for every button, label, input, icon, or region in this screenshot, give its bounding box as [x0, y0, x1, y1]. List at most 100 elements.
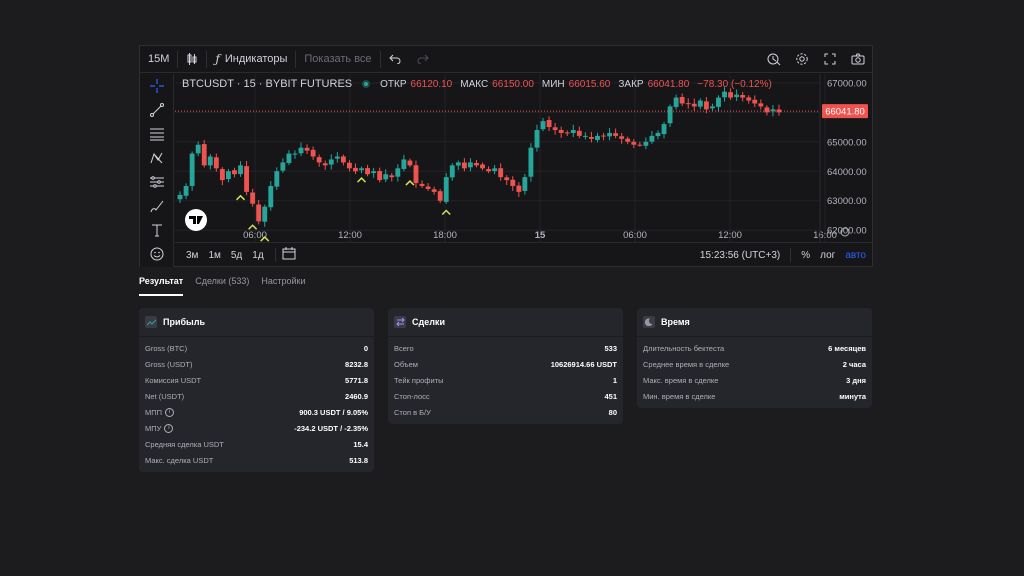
info-icon[interactable]: i	[165, 407, 175, 417]
camera-icon[interactable]	[844, 46, 872, 73]
axis-settings-icon	[840, 227, 850, 237]
stat-value: 5771.8	[345, 375, 368, 385]
candle	[455, 162, 461, 166]
redo-icon[interactable]	[409, 46, 437, 73]
candle	[661, 124, 667, 135]
indicators-button[interactable]: ƒ Индикаторы	[207, 46, 295, 73]
range-3m-button[interactable]: 3м	[186, 249, 199, 261]
stat-value: 0	[363, 343, 368, 353]
percent-toggle[interactable]: %	[801, 249, 811, 261]
stat-value: 6 месяцев	[828, 343, 866, 353]
show-all-button[interactable]: Показать все	[296, 46, 379, 73]
candle	[625, 138, 631, 142]
log-toggle[interactable]: лог	[820, 249, 836, 261]
candle	[716, 97, 721, 107]
stat-label: Макс. время в сделке	[643, 376, 718, 385]
profit-card: Прибыль Gross (BTC) 0 Gross (USDT) 8232.8 Ко…	[139, 308, 374, 472]
emoji-icon[interactable]	[140, 242, 174, 266]
crosshair-icon[interactable]	[140, 74, 174, 98]
info-icon[interactable]: i	[164, 423, 174, 433]
last-price-badge	[822, 104, 868, 119]
stat-row: Макс. сделка USDT 513.8	[145, 452, 368, 468]
trend-icon	[145, 316, 157, 328]
candle	[340, 156, 346, 163]
candle	[637, 144, 643, 146]
card-title: Прибыль	[163, 317, 205, 327]
stat-value: 2 часа	[842, 359, 866, 369]
candle	[589, 137, 594, 139]
card-body: Длительность бектеста 6 месяцев Среднее вр…	[637, 337, 872, 408]
x-tick-label: 15	[535, 230, 546, 241]
brush-icon[interactable]	[140, 194, 174, 218]
candle	[377, 171, 383, 181]
undo-icon[interactable]	[381, 46, 409, 73]
replay-icon[interactable]	[760, 46, 788, 73]
high-value: 66150.00	[492, 78, 534, 90]
range-1m-button[interactable]: 1м	[208, 249, 221, 261]
range-5d-button[interactable]: 5д	[230, 249, 243, 261]
tab-trades[interactable]: Сделки (533)	[195, 276, 250, 286]
stat-value: -234.2 USDT / -2.35%	[294, 423, 368, 433]
fullscreen-icon[interactable]	[816, 46, 844, 73]
candle	[722, 91, 727, 98]
buy-marker	[260, 235, 270, 242]
stat-value: 8232.8	[345, 359, 368, 369]
auto-toggle[interactable]: авто	[845, 249, 866, 261]
tab-settings[interactable]: Настройки	[261, 276, 306, 286]
prediction-icon[interactable]	[140, 170, 174, 194]
y-tick-label: 67000.00	[827, 78, 867, 89]
stat-row: Средняя сделка USDT 15.4	[145, 436, 368, 452]
stat-row: МПП i 900.3 USDT / 9.05%	[145, 404, 368, 420]
candle	[431, 189, 437, 192]
stat-label: Стоп-лосс	[394, 392, 430, 401]
y-tick-label: 63000.00	[827, 196, 867, 207]
chart-widget: 15M ƒ Индикаторы Показать все 67000.	[139, 45, 873, 267]
candle	[534, 130, 540, 148]
fib-icon[interactable]	[140, 122, 174, 146]
candle	[437, 191, 443, 201]
stat-row: Стоп-лосс 451	[394, 388, 617, 404]
range-1d-button[interactable]: 1д	[252, 249, 264, 261]
candle	[383, 174, 389, 180]
candles-icon[interactable]	[178, 46, 206, 73]
stat-label: Объем	[394, 360, 418, 369]
stat-label-text: Среднее время в сделке	[643, 359, 730, 369]
candle	[474, 162, 479, 166]
chart-bottom-bar: 3м 1м 5д 1д 15:23:56 (UTC+3) % лог авто	[175, 242, 872, 267]
candle	[667, 106, 673, 124]
show-all-label: Показать все	[304, 53, 372, 65]
candle	[734, 94, 740, 98]
clock-time[interactable]: 15:23:56 (UTC+3)	[699, 249, 781, 261]
candle	[195, 144, 201, 154]
settings-icon[interactable]	[788, 46, 816, 73]
candle	[395, 168, 401, 177]
candle	[256, 204, 262, 222]
price-chart[interactable]: 67000.0066000.0065000.0064000.0063000.00…	[175, 74, 872, 242]
candle	[613, 133, 619, 136]
high-label: МАКС	[460, 78, 489, 90]
card-header: Время	[637, 308, 872, 337]
candle	[226, 171, 231, 179]
stat-label: Тейк профиты	[394, 376, 443, 385]
pattern-icon[interactable]	[140, 146, 174, 170]
card-header: Сделки	[388, 308, 623, 337]
candle	[316, 157, 322, 163]
results-tabs: Результат Сделки (533) Настройки	[139, 276, 306, 296]
x-tick-label: 12:00	[718, 230, 742, 241]
interval-button[interactable]: 15M	[140, 46, 177, 73]
tab-result[interactable]: Результат	[139, 276, 184, 296]
x-tick-label: 06:00	[243, 230, 267, 241]
drawing-toolbar	[140, 74, 174, 267]
goto-date-icon[interactable]	[282, 247, 296, 263]
stat-label: Стоп в Б/У	[394, 408, 431, 417]
candle	[280, 162, 286, 171]
symbol-title[interactable]: BTCUSDT · 15 · BYBIT FUTURES	[182, 78, 353, 90]
candle	[425, 186, 431, 189]
card-body: Gross (BTC) 0 Gross (USDT) 8232.8 Комиссия U…	[139, 337, 374, 472]
candle	[697, 100, 703, 107]
x-tick-label: 12:00	[338, 230, 362, 241]
text-icon[interactable]	[140, 218, 174, 242]
candle	[679, 97, 685, 104]
trend-line-icon[interactable]	[140, 98, 174, 122]
stat-row: Стоп в Б/У 80	[394, 404, 617, 420]
